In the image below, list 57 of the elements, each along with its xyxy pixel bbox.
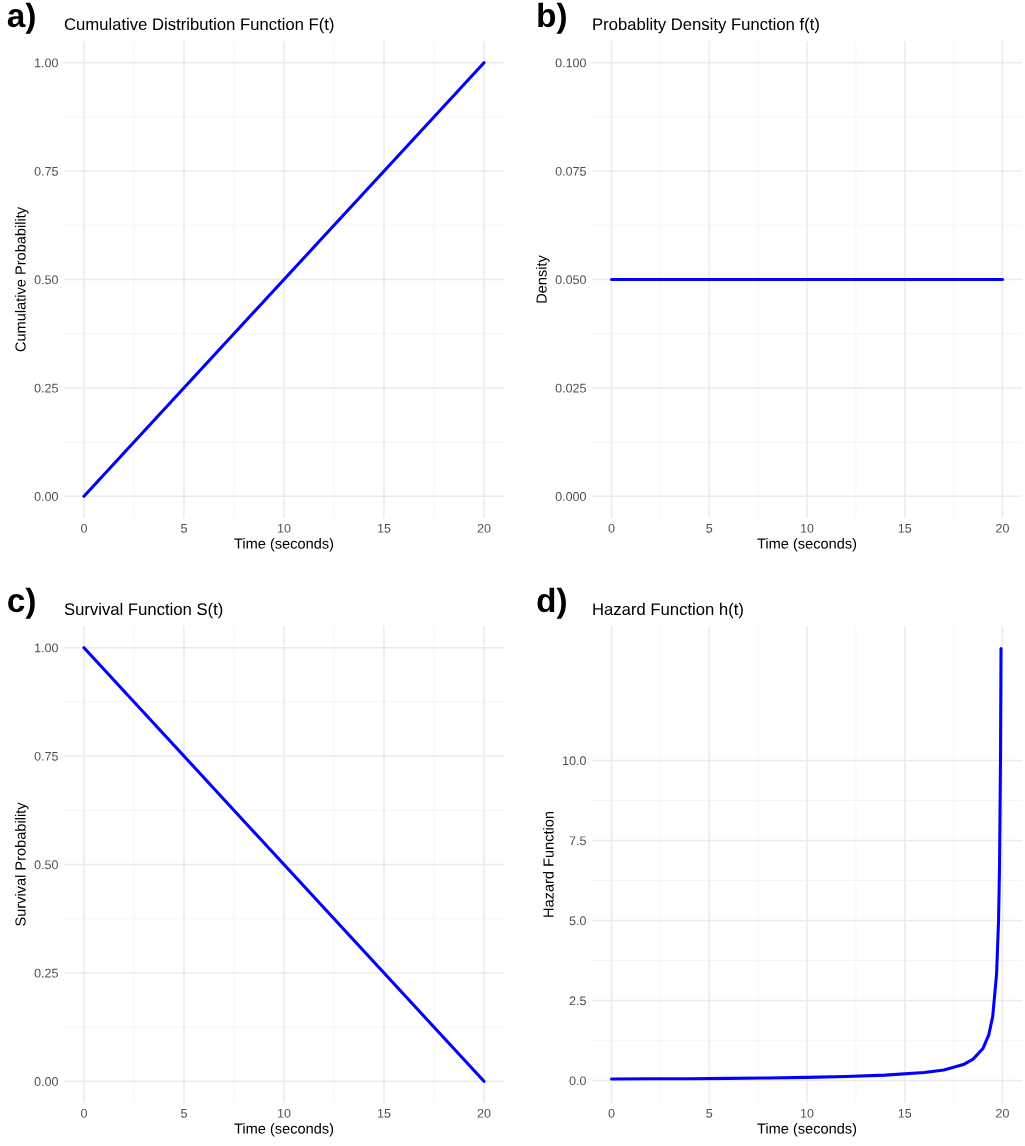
x-tick-label: 15 — [378, 1109, 391, 1118]
x-axis-title: Time (seconds) — [234, 1122, 334, 1137]
y-tick-label: 5.0 — [569, 916, 586, 926]
text: d) — [537, 587, 566, 619]
y-tick-label: 0.50 — [34, 275, 58, 285]
x-tick-label: 0 — [81, 1108, 87, 1118]
x-axis-title: Time (seconds) — [757, 537, 857, 552]
y-tick-label: 0.075 — [555, 166, 586, 176]
y-axis-title: Cumulative Probability — [14, 206, 29, 352]
x-tick-label: 20 — [477, 523, 491, 533]
y-tick-label: 0.00 — [34, 1077, 58, 1086]
chart-title: Cumulative Distribution Function F(t) — [64, 17, 334, 34]
y-axis-title: Hazard Function — [542, 811, 554, 917]
x-tick-label: 20 — [996, 1108, 1009, 1118]
y-tick-label: 0.000 — [555, 492, 586, 501]
y-tick-label: 0.050 — [555, 275, 586, 285]
x-tick-label: 20 — [477, 1108, 491, 1118]
chart-title: Hazard Function h(t) — [593, 602, 743, 619]
chart-title: Probablity Density Function f(t) — [593, 17, 819, 34]
y-tick-label: 0.75 — [34, 166, 58, 176]
x-tick-label: 0 — [608, 523, 615, 533]
text: b) — [538, 2, 566, 34]
y-tick-label: 0.00 — [34, 492, 58, 501]
text: c) — [8, 587, 35, 619]
y-tick-label: 0.25 — [34, 383, 58, 393]
y-tick-label: 1.00 — [35, 643, 58, 653]
x-tick-label: 10 — [278, 523, 291, 533]
y-tick-label: 7.5 — [569, 836, 586, 846]
y-tick-label: 0.75 — [34, 751, 58, 761]
x-axis-title: Time (seconds) — [234, 537, 334, 552]
y-tick-label: 0.50 — [34, 860, 58, 870]
y-tick-label: 0.100 — [555, 58, 586, 68]
x-tick-label: 15 — [378, 524, 391, 533]
y-tick-label: 10.0 — [563, 756, 586, 766]
x-tick-label: 20 — [996, 523, 1009, 533]
y-axis-title: Density — [536, 255, 550, 303]
text: a) — [7, 2, 35, 34]
x-axis-title: Time (seconds) — [757, 1122, 857, 1137]
x-tick-label: 10 — [801, 1108, 814, 1118]
y-tick-label: 0.025 — [555, 383, 586, 393]
x-tick-label: 10 — [801, 523, 814, 533]
x-tick-label: 5 — [181, 524, 187, 533]
y-tick-label: 1.00 — [35, 58, 58, 68]
x-tick-label: 5 — [706, 524, 713, 533]
line-series — [610, 646, 1003, 1081]
y-tick-label: 2.5 — [569, 996, 586, 1006]
x-tick-label: 15 — [898, 524, 912, 533]
y-tick-label: 0.25 — [34, 968, 58, 978]
x-tick-label: 0 — [608, 1108, 615, 1118]
y-tick-label: 0.0 — [569, 1076, 586, 1086]
x-tick-label: 15 — [898, 1109, 912, 1118]
chart-title: Survival Function S(t) — [64, 602, 223, 619]
x-tick-label: 0 — [81, 523, 87, 533]
x-tick-label: 5 — [181, 1109, 187, 1118]
x-tick-label: 10 — [278, 1108, 291, 1118]
x-tick-label: 5 — [706, 1109, 713, 1118]
y-axis-title: Survival Probability — [14, 802, 29, 926]
